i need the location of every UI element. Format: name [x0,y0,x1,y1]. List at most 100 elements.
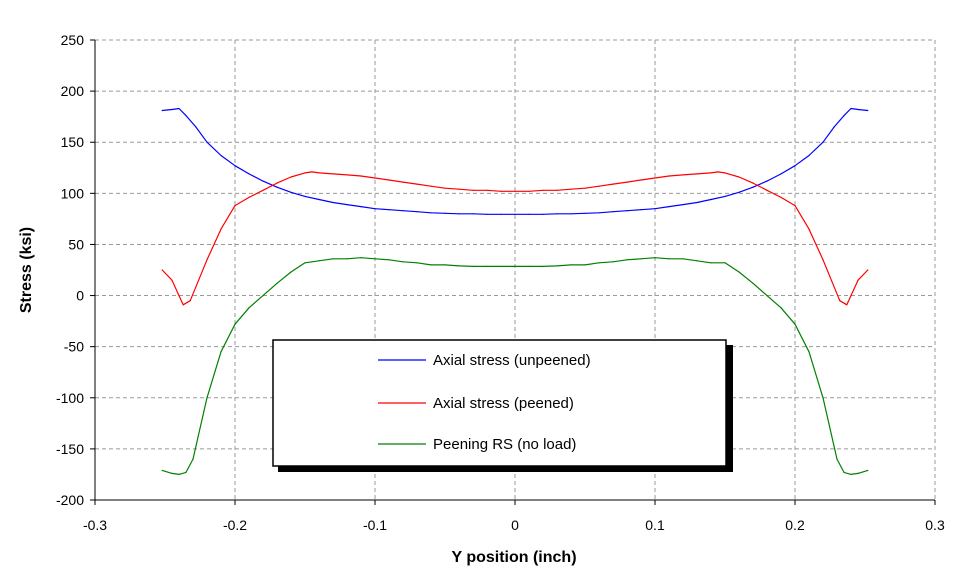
data-point [472,213,474,215]
y-tick-label: 100 [61,185,85,201]
y-tick-label: 0 [76,288,84,304]
data-point [388,209,390,211]
data-point [528,213,530,215]
data-point [598,185,600,187]
y-tick-label: 200 [61,83,85,99]
data-point [416,262,418,264]
data-point [766,295,768,297]
data-point [262,180,264,182]
data-point [416,211,418,213]
data-point [220,228,222,230]
data-point [304,262,306,264]
data-point [206,141,208,143]
data-point [836,458,838,460]
x-tick-label: -0.3 [83,517,107,533]
data-point [752,186,754,188]
data-point [171,108,173,111]
data-point [717,171,719,173]
data-point [780,173,782,175]
data-point [430,212,432,214]
data-point [752,282,754,284]
data-point [195,126,197,128]
data-point [766,180,768,182]
y-tick-label: -100 [56,390,84,406]
y-tick-label: -50 [64,339,84,355]
data-point [161,269,163,271]
data-point [290,191,292,193]
data-point [276,282,278,284]
data-point [612,183,614,185]
data-point [696,173,698,175]
data-point [724,172,726,174]
data-point [374,258,376,260]
data-point [867,109,869,112]
data-point [738,271,740,273]
data-point [668,175,670,177]
data-point [584,264,586,266]
x-tick-label: 0.2 [785,517,805,533]
data-point [850,107,852,110]
data-point [843,471,845,473]
data-point [612,211,614,213]
data-point [185,115,187,117]
data-point [332,173,334,175]
data-point [514,265,516,267]
data-point [808,228,810,230]
data-point [724,195,726,197]
data-point [430,185,432,187]
data-point [808,154,810,157]
x-tick-label: 0.1 [645,517,665,533]
data-point [528,265,530,267]
data-point [752,182,754,184]
legend: Axial stress (unpeened) Axial stress (pee… [272,339,733,472]
data-point [584,187,586,189]
data-point [458,213,460,215]
data-point [640,179,642,181]
data-point [822,397,824,399]
data-point [402,210,404,212]
data-point [570,264,572,266]
data-point [738,176,740,178]
data-point [346,204,348,206]
data-point [682,174,684,176]
data-point [598,262,600,264]
data-point [654,177,656,179]
data-point [696,201,698,204]
x-tick-label: 0 [511,517,519,533]
data-point [857,279,859,281]
data-point [444,212,446,214]
data-point [822,141,824,143]
data-point [766,189,768,191]
data-point [867,469,869,471]
data-point [640,209,642,211]
data-point [780,307,782,309]
data-point [262,295,264,297]
data-point [542,213,544,215]
y-axis-title: Stress (ksi) [18,227,35,313]
data-point [374,208,376,210]
data-point [402,261,404,263]
data-point [668,206,670,208]
data-point [161,109,163,112]
data-point [346,174,348,176]
data-point [458,188,460,190]
data-point [556,189,558,191]
data-point [290,271,292,273]
legend-label: Axial stress (unpeened) [433,352,591,369]
data-point [626,259,628,261]
data-point [332,258,334,260]
data-point [794,205,796,207]
data-point [220,154,222,157]
data-point [486,265,488,267]
data-point [161,469,163,471]
data-point [444,187,446,189]
x-tick-label: -0.1 [363,517,387,533]
data-point [794,165,796,167]
axes [90,39,936,505]
data-point [206,397,208,399]
x-tick-label: 0.3 [925,517,945,533]
data-point [542,189,544,191]
data-point [682,258,684,260]
